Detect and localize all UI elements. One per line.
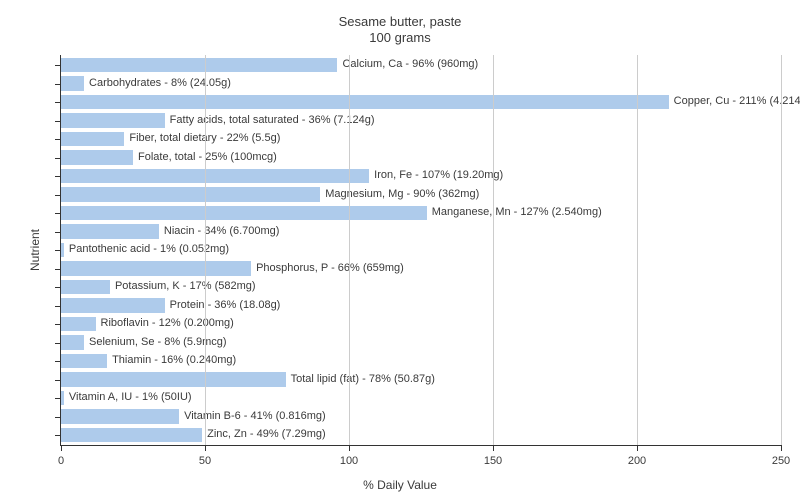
bar-row: Carbohydrates - 8% (24.05g) <box>61 74 781 93</box>
gridline <box>781 55 782 445</box>
bar-label: Riboflavin - 12% (0.200mg) <box>101 317 234 329</box>
gridline <box>205 55 206 445</box>
chart-title-line2: 100 grams <box>0 30 800 45</box>
bar-row: Fatty acids, total saturated - 36% (7.12… <box>61 111 781 130</box>
y-axis-label: Nutrient <box>28 229 42 271</box>
gridline <box>493 55 494 445</box>
bar-label: Folate, total - 25% (100mcg) <box>138 151 277 163</box>
bar-row: Niacin - 34% (6.700mg) <box>61 222 781 241</box>
bar-row: Calcium, Ca - 96% (960mg) <box>61 56 781 75</box>
x-tick-label: 0 <box>58 455 64 467</box>
bar-label: Vitamin A, IU - 1% (50IU) <box>69 391 192 403</box>
x-tick-label: 250 <box>772 455 790 467</box>
bar-label: Phosphorus, P - 66% (659mg) <box>256 262 404 274</box>
bar <box>61 372 286 387</box>
bar <box>61 317 96 332</box>
chart-title-line1: Sesame butter, paste <box>0 14 800 29</box>
bar-row: Thiamin - 16% (0.240mg) <box>61 352 781 371</box>
bar-row: Magnesium, Mg - 90% (362mg) <box>61 185 781 204</box>
bar-label: Iron, Fe - 107% (19.20mg) <box>374 169 503 181</box>
bar <box>61 354 107 369</box>
bar-row: Zinc, Zn - 49% (7.29mg) <box>61 426 781 445</box>
bar-row: Protein - 36% (18.08g) <box>61 296 781 315</box>
bar-row: Vitamin B-6 - 41% (0.816mg) <box>61 407 781 426</box>
bar <box>61 169 369 184</box>
bar <box>61 150 133 165</box>
bar <box>61 243 64 258</box>
bar <box>61 298 165 313</box>
bar-label: Carbohydrates - 8% (24.05g) <box>89 77 231 89</box>
nutrient-chart: Sesame butter, paste 100 grams Nutrient … <box>0 0 800 500</box>
bar <box>61 187 320 202</box>
x-tick-label: 150 <box>484 455 502 467</box>
bar-row: Potassium, K - 17% (582mg) <box>61 278 781 297</box>
x-tick-label: 100 <box>340 455 358 467</box>
bar <box>61 224 159 239</box>
x-tick <box>493 445 494 451</box>
bar-row: Total lipid (fat) - 78% (50.87g) <box>61 370 781 389</box>
bar-row: Manganese, Mn - 127% (2.540mg) <box>61 204 781 223</box>
gridline <box>349 55 350 445</box>
bar <box>61 95 669 110</box>
plot-area: Calcium, Ca - 96% (960mg) Carbohydrates -… <box>60 55 781 446</box>
bar-label: Niacin - 34% (6.700mg) <box>164 225 280 237</box>
bar-label: Potassium, K - 17% (582mg) <box>115 280 256 292</box>
bar-row: Pantothenic acid - 1% (0.052mg) <box>61 241 781 260</box>
bar-row: Copper, Cu - 211% (4.214mg) <box>61 93 781 112</box>
bar <box>61 391 64 406</box>
bar <box>61 428 202 443</box>
bar-label: Manganese, Mn - 127% (2.540mg) <box>432 206 602 218</box>
bars-layer: Calcium, Ca - 96% (960mg) Carbohydrates -… <box>61 55 781 445</box>
bar-row: Folate, total - 25% (100mcg) <box>61 148 781 167</box>
bar <box>61 261 251 276</box>
bar-label: Fatty acids, total saturated - 36% (7.12… <box>170 114 375 126</box>
bar-row: Fiber, total dietary - 22% (5.5g) <box>61 130 781 149</box>
x-tick <box>205 445 206 451</box>
bar-row: Vitamin A, IU - 1% (50IU) <box>61 389 781 408</box>
bar <box>61 113 165 128</box>
gridline <box>637 55 638 445</box>
x-tick <box>349 445 350 451</box>
bar-label: Protein - 36% (18.08g) <box>170 299 281 311</box>
bar <box>61 409 179 424</box>
x-tick-label: 200 <box>628 455 646 467</box>
bar-row: Selenium, Se - 8% (5.9mcg) <box>61 333 781 352</box>
bar <box>61 132 124 147</box>
bar <box>61 335 84 350</box>
x-tick-label: 50 <box>199 455 211 467</box>
bar-label: Thiamin - 16% (0.240mg) <box>112 354 236 366</box>
bar-label: Zinc, Zn - 49% (7.29mg) <box>207 428 326 440</box>
x-tick <box>61 445 62 451</box>
bar-label: Calcium, Ca - 96% (960mg) <box>342 58 478 70</box>
x-tick <box>781 445 782 451</box>
bar <box>61 206 427 221</box>
bar-row: Iron, Fe - 107% (19.20mg) <box>61 167 781 186</box>
x-axis-label: % Daily Value <box>0 478 800 492</box>
bar-row: Riboflavin - 12% (0.200mg) <box>61 315 781 334</box>
bar-row: Phosphorus, P - 66% (659mg) <box>61 259 781 278</box>
x-tick <box>637 445 638 451</box>
bar <box>61 58 337 73</box>
bar-label: Total lipid (fat) - 78% (50.87g) <box>291 373 435 385</box>
bar <box>61 76 84 91</box>
bar <box>61 280 110 295</box>
